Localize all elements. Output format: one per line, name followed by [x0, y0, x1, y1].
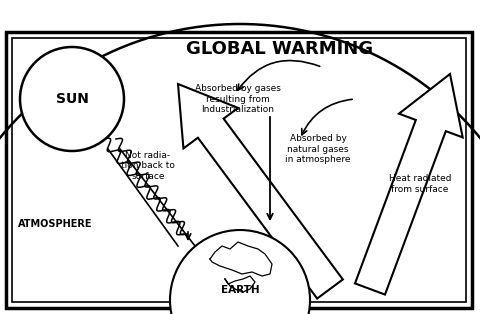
Text: GLOBAL WARMING: GLOBAL WARMING [186, 40, 373, 58]
Text: Absorbed by gases
resulting from
Industrialization: Absorbed by gases resulting from Industr… [195, 84, 281, 114]
Bar [12, 38, 466, 302]
Circle shape [20, 47, 124, 151]
Bar [6, 32, 472, 308]
Text: Not radia-
tion back to
surface: Not radia- tion back to surface [121, 151, 175, 181]
Polygon shape [355, 74, 463, 295]
Text: ATMOSPHERE: ATMOSPHERE [18, 219, 92, 229]
Text: Heat radiated
from surface: Heat radiated from surface [389, 174, 451, 194]
Circle shape [170, 230, 310, 314]
Text: SUN: SUN [56, 92, 88, 106]
Text: Absorbed by
natural gases
in atmosphere: Absorbed by natural gases in atmosphere [285, 134, 351, 164]
Text: EARTH: EARTH [221, 285, 259, 295]
Polygon shape [178, 84, 343, 299]
